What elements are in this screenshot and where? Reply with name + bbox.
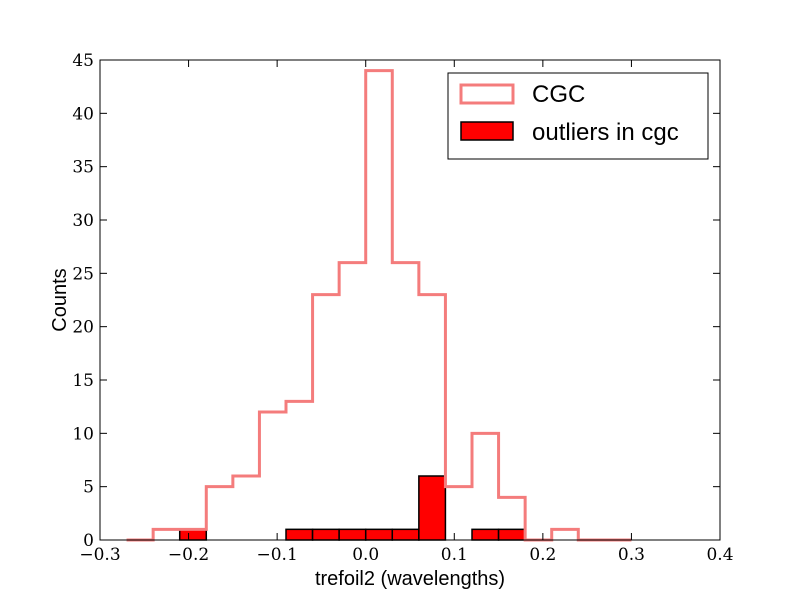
y-tick-label: 15 xyxy=(72,371,94,391)
outlier-bar xyxy=(497,528,526,541)
y-tick-label: 10 xyxy=(72,424,94,444)
ticks-layer: −0.3 −0.2 −0.1 0.0 0.1 0.2 0.3 0.4 0 5 10 15 20 25 30 3… xyxy=(72,51,733,565)
outlier-bar xyxy=(471,528,500,541)
legend-box xyxy=(447,72,709,160)
legend-swatch-cgc xyxy=(459,83,515,105)
legend: CGC outliers in cgc xyxy=(447,72,709,160)
outlier-bar xyxy=(311,528,340,541)
series-layer xyxy=(126,69,632,542)
outlier-bar xyxy=(338,528,367,541)
y-tick-label: 35 xyxy=(72,158,94,178)
y-tick-label: 45 xyxy=(72,51,94,71)
y-tick-label: 25 xyxy=(72,264,94,284)
x-tick-label: 0.4 xyxy=(706,545,733,565)
legend-label-cgc: CGC xyxy=(532,81,585,108)
x-tick-label: −0.1 xyxy=(257,545,298,565)
x-tick-label: 0.1 xyxy=(441,545,468,565)
x-tick-label: −0.3 xyxy=(79,545,120,565)
x-tick-label: 0.2 xyxy=(529,545,556,565)
legend-swatch-outliers xyxy=(460,121,514,141)
x-tick-label: −0.2 xyxy=(168,545,209,565)
y-axis-title: Counts xyxy=(49,268,71,331)
legend-label-outliers: outliers in cgc xyxy=(532,119,679,146)
y-tick-label: 30 xyxy=(72,211,94,231)
y-tick-label: 20 xyxy=(72,318,94,338)
y-tick-label: 0 xyxy=(83,531,94,551)
outlier-bar xyxy=(391,528,420,541)
outlier-bar xyxy=(418,475,447,541)
x-tick-label: 0.3 xyxy=(618,545,645,565)
y-tick-label: 5 xyxy=(83,478,94,498)
outlier-bar xyxy=(364,528,394,541)
y-tick-label: 40 xyxy=(72,104,94,124)
x-tick-label: 0.0 xyxy=(352,545,379,565)
outlier-bar xyxy=(178,528,208,541)
x-axis-title: trefoil2 (wavelengths) xyxy=(315,568,505,590)
outlier-bar xyxy=(285,528,314,541)
axes-frame xyxy=(99,59,721,541)
